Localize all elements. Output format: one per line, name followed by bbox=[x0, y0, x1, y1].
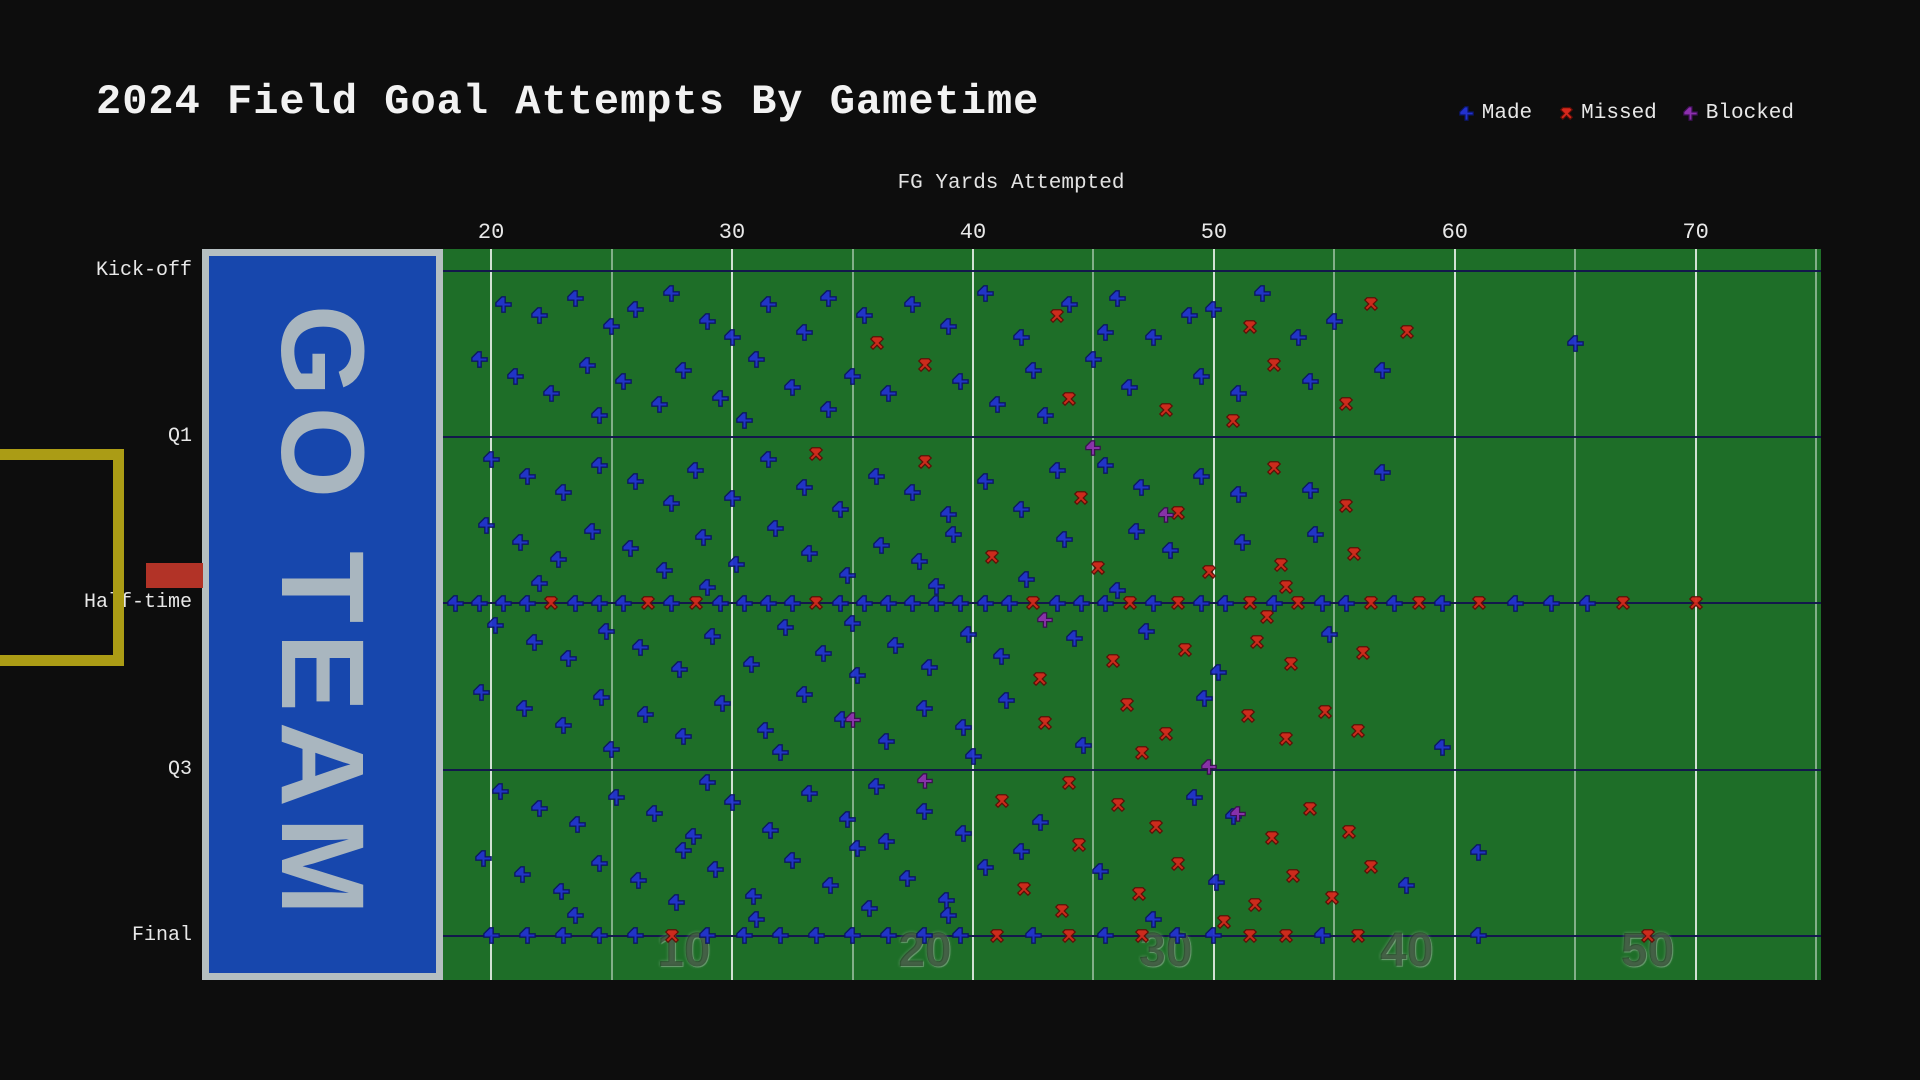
legend-label-blocked: Blocked bbox=[1705, 102, 1794, 125]
x-tick-label: 40 bbox=[959, 220, 987, 245]
yard-line bbox=[972, 249, 974, 980]
time-gridline bbox=[202, 768, 1821, 771]
legend-label-missed: Missed bbox=[1581, 102, 1657, 125]
legend-item-made: Made bbox=[1459, 102, 1532, 125]
endzone: GO TEAM bbox=[202, 249, 443, 980]
yard-line bbox=[851, 249, 854, 980]
field-numbers-layer: 10 20 30 40 50 bbox=[202, 249, 1821, 980]
yard-lines-layer bbox=[202, 249, 1821, 980]
yard-line bbox=[1694, 249, 1697, 980]
field-plot-area: 10 20 30 40 50 GO TEAM bbox=[202, 249, 1821, 980]
y-tick-label: Final bbox=[131, 923, 192, 947]
yard-line bbox=[1092, 249, 1095, 980]
x-tick-label: 60 bbox=[1441, 220, 1468, 245]
scatter-markers-layer bbox=[202, 249, 1821, 980]
time-gridline bbox=[202, 934, 1821, 937]
x-tick-label: 50 bbox=[1200, 220, 1228, 245]
yard-line bbox=[1453, 249, 1456, 980]
legend-label-made: Made bbox=[1481, 102, 1533, 125]
yard-line bbox=[1815, 249, 1818, 980]
time-gridline bbox=[202, 270, 1821, 273]
yard-line bbox=[610, 249, 613, 980]
goalpost-base-icon bbox=[146, 563, 203, 588]
yard-line bbox=[1333, 249, 1336, 980]
legend-item-missed: Missed bbox=[1558, 102, 1657, 125]
chart-title: 2024 Field Goal Attempts By Gametime bbox=[96, 78, 1040, 126]
time-gridline bbox=[202, 436, 1821, 439]
goalpost-upright-top-icon bbox=[0, 449, 124, 460]
x-tick-label: 20 bbox=[477, 220, 505, 245]
yard-line bbox=[490, 249, 493, 980]
yard-line bbox=[731, 249, 733, 980]
made-marker-icon bbox=[1459, 106, 1475, 122]
y-tick-label: Half-time bbox=[83, 591, 192, 615]
blocked-marker-icon bbox=[1683, 106, 1699, 122]
field-yard-number: 40 bbox=[1379, 924, 1434, 977]
y-tick-label: Q3 bbox=[167, 757, 192, 781]
goalpost-crossbar-icon bbox=[113, 449, 124, 666]
x-axis-title: FG Yards Attempted bbox=[897, 172, 1125, 195]
yard-line bbox=[1212, 249, 1215, 980]
field-yard-number: 30 bbox=[1138, 924, 1193, 977]
yard-line bbox=[1574, 249, 1577, 980]
y-tick-label: Q1 bbox=[167, 425, 192, 449]
chart-legend: Made Missed Blocked bbox=[1459, 102, 1794, 125]
x-tick-label: 70 bbox=[1682, 220, 1709, 245]
x-tick-label: 30 bbox=[718, 220, 746, 245]
legend-item-blocked: Blocked bbox=[1683, 102, 1794, 125]
goalpost-upright-bottom-icon bbox=[0, 655, 124, 666]
y-tick-label: Kick-off bbox=[95, 259, 192, 283]
missed-marker-icon bbox=[1558, 106, 1574, 122]
